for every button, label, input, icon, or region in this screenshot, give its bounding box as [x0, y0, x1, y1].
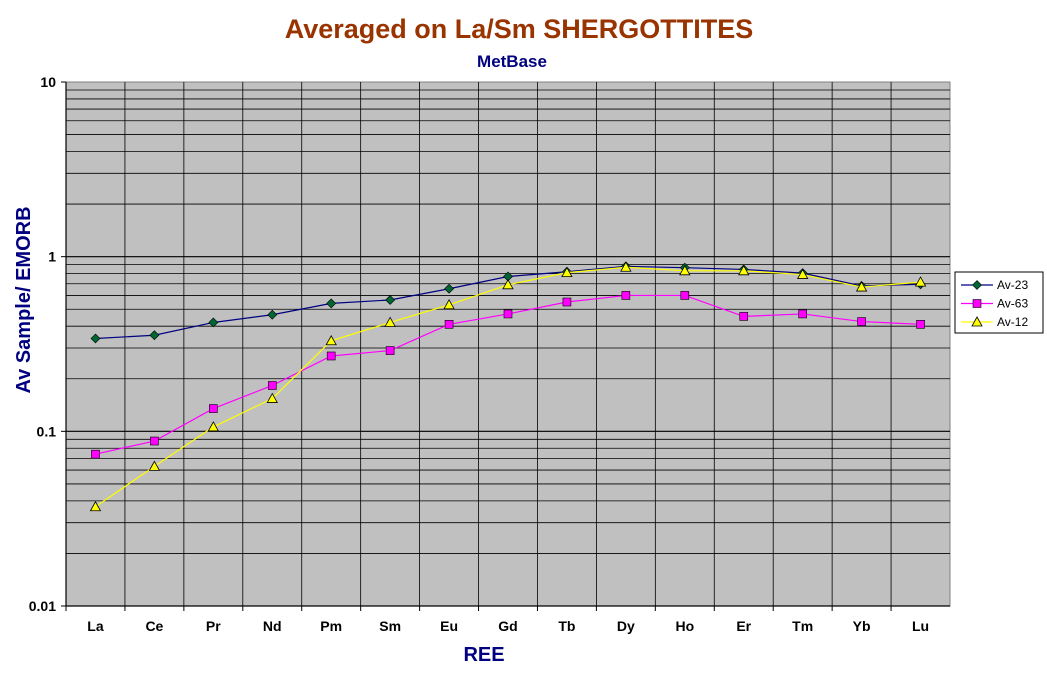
data-point — [90, 333, 101, 344]
data-point — [91, 449, 100, 459]
data-point — [385, 346, 395, 355]
data-point — [621, 291, 631, 300]
legend-label: Av-23 — [997, 278, 1028, 292]
data-point — [326, 298, 337, 309]
data-point — [679, 264, 691, 276]
data-point — [207, 421, 220, 432]
y-axis-title: Av Sample/ EMORB — [13, 206, 35, 393]
data-point — [89, 500, 102, 512]
legend-marker — [972, 280, 982, 290]
data-point — [916, 320, 925, 329]
chart-title: Averaged on La/Sm SHERGOTTITES — [285, 14, 754, 44]
data-point — [855, 281, 868, 292]
data-point — [149, 330, 160, 341]
x-tick-label: Pr — [206, 618, 221, 634]
legend-label: Av-63 — [997, 297, 1028, 311]
data-point — [680, 291, 690, 300]
x-axis-title: REE — [463, 644, 504, 666]
chart-subtitle: MetBase — [477, 52, 547, 71]
data-point — [326, 351, 336, 361]
data-point — [325, 334, 337, 346]
x-tick-label: Tm — [792, 618, 813, 634]
data-point — [384, 316, 396, 327]
data-point — [503, 309, 513, 319]
x-tick-label: Tb — [558, 618, 575, 634]
data-point — [267, 381, 277, 390]
series-av-12 — [89, 261, 927, 512]
x-tick-label: Lu — [912, 618, 929, 634]
legend-box — [954, 271, 1044, 334]
y-tick-label: 1 — [48, 249, 56, 265]
data-point — [502, 278, 514, 290]
y-tick-label: 0.01 — [29, 598, 56, 614]
data-point — [444, 283, 454, 294]
plot-area — [65, 81, 951, 607]
x-tick-label: La — [87, 618, 104, 634]
data-point — [266, 392, 278, 403]
data-point — [914, 276, 927, 287]
data-point — [561, 266, 573, 278]
x-tick-label: Er — [736, 618, 751, 634]
legend-marker — [971, 316, 983, 327]
x-tick-label: Dy — [617, 618, 635, 634]
x-tick-label: Pm — [320, 618, 342, 634]
legend-label: Av-12 — [997, 315, 1028, 329]
data-point — [267, 309, 278, 320]
x-tick-label: Gd — [498, 618, 517, 634]
series-layer — [89, 261, 927, 512]
data-point — [209, 404, 218, 413]
x-tick-label: Eu — [440, 618, 458, 634]
legend: Av-23 Av-63 Av-12 — [954, 271, 1044, 334]
data-point — [857, 317, 866, 326]
y-axis-ticks: 0.01 0.1 1 10 — [29, 74, 66, 614]
data-point — [738, 264, 750, 276]
x-tick-label: Yb — [853, 618, 871, 634]
data-point — [444, 320, 454, 329]
y-tick-label: 10 — [40, 74, 56, 90]
x-tick-label: Ho — [675, 618, 694, 634]
x-axis-ticks: La Ce Pr Nd Pm Sm Eu Gd Tb Dy Ho Er Tm Yb Lu — [65, 606, 929, 634]
x-tick-label: Sm — [379, 618, 401, 634]
legend-marker — [972, 299, 982, 308]
data-point — [798, 309, 807, 319]
x-tick-label: Nd — [263, 618, 282, 634]
data-point — [150, 436, 159, 446]
series-av-63 — [91, 291, 925, 459]
y-tick-label: 0.1 — [37, 423, 57, 439]
data-point — [208, 317, 219, 328]
data-point — [148, 460, 161, 471]
data-point — [620, 261, 632, 272]
data-point — [443, 299, 455, 310]
data-point — [739, 312, 749, 321]
data-point — [796, 268, 809, 279]
data-point — [562, 297, 572, 307]
x-tick-label: Ce — [145, 618, 163, 634]
data-point — [385, 295, 396, 305]
